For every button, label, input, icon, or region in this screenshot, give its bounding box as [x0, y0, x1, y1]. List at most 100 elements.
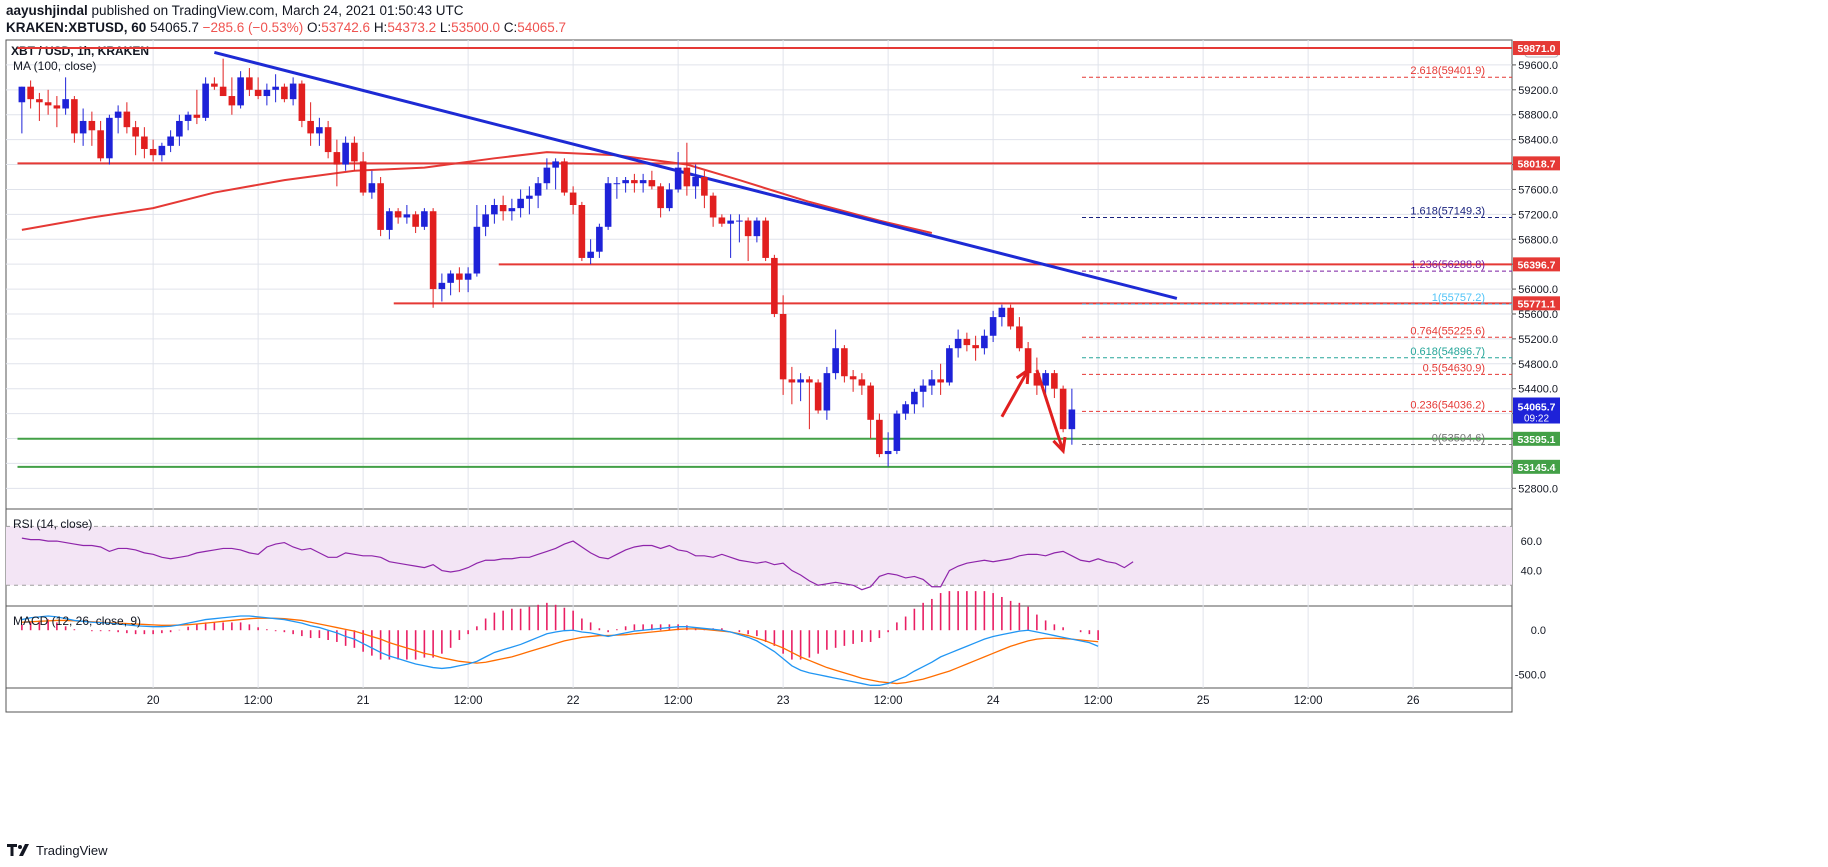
candle-body: [534, 183, 542, 196]
candle: [736, 214, 743, 243]
candle: [394, 208, 402, 224]
level-price-badge: [1513, 41, 1560, 56]
candle: [981, 329, 988, 355]
candle: [403, 205, 411, 224]
candle-body: [141, 136, 148, 149]
ohlc-low-label: L:: [439, 20, 452, 35]
candle: [316, 117, 323, 146]
candle: [62, 77, 69, 115]
candle: [237, 71, 244, 109]
candle: [1042, 370, 1049, 395]
candle-body: [701, 176, 708, 196]
header-line: aayushjindal published on TradingView.co…: [6, 3, 464, 21]
candle-body: [849, 376, 857, 380]
candle-body: [123, 111, 131, 128]
main-legend: XBT / USD, 1h, KRAKEN: [11, 44, 149, 58]
candle: [491, 198, 498, 224]
y-tick-label: 55200.0: [1518, 334, 1558, 346]
candle: [88, 111, 96, 146]
rsi-tick-label: 40.0: [1521, 566, 1542, 578]
fib-level-label: 0.764(55225.6): [1410, 325, 1485, 337]
candle-body: [604, 183, 612, 227]
ohlc-close-label: C:: [503, 20, 518, 35]
candle: [569, 186, 577, 215]
candle-body: [79, 120, 87, 134]
candle: [18, 86, 26, 134]
candle-body: [88, 120, 96, 131]
candle: [219, 58, 227, 97]
tradingview-brand[interactable]: TradingView: [36, 842, 108, 858]
fib-level-label: 1(55757.2): [1432, 292, 1485, 304]
candle: [272, 74, 279, 103]
candle: [1051, 370, 1058, 399]
candle: [246, 68, 253, 97]
candle: [622, 176, 629, 193]
level-price-badge: [1513, 459, 1560, 474]
candle-body: [639, 180, 647, 184]
candle-body: [648, 180, 656, 187]
fib-level-label: 0.618(54896.7): [1410, 346, 1485, 358]
candle-body: [587, 251, 594, 258]
candle-body: [491, 205, 498, 215]
candle: [44, 89, 52, 115]
candle-body: [351, 142, 358, 162]
candle: [841, 345, 848, 383]
candle: [298, 80, 306, 128]
x-tick-label: 26: [1407, 695, 1420, 707]
candle-body: [333, 152, 341, 165]
ohlc-high-label: H:: [373, 20, 388, 35]
arrow-shaft: [1000, 369, 1030, 418]
candle: [429, 208, 437, 308]
candle-body: [167, 136, 174, 146]
candle-body: [27, 86, 34, 100]
candle-body: [106, 117, 113, 159]
x-tick-label: 23: [777, 695, 790, 707]
candle-body: [149, 148, 157, 156]
candle-body: [394, 211, 402, 218]
level-price-label: 53145.4: [1518, 462, 1556, 474]
forecast-up-arrow: [1000, 367, 1030, 418]
candle: [482, 205, 489, 237]
candle: [596, 223, 603, 258]
candle-body: [219, 86, 227, 97]
candle-body: [622, 180, 629, 184]
level-price-label: 53595.1: [1518, 434, 1556, 446]
ohlc-open-value: 53742.6: [321, 20, 371, 35]
candle: [176, 114, 183, 146]
candle-body: [53, 105, 61, 109]
candle: [657, 183, 664, 218]
symbol[interactable]: KRAKEN:XBTUSD, 60: [6, 20, 147, 35]
candle-body: [709, 195, 717, 218]
candle: [998, 304, 1006, 327]
candle-body: [561, 161, 568, 193]
candle: [902, 401, 909, 420]
author-name[interactable]: aayushjindal: [6, 3, 88, 18]
candle-body: [989, 317, 997, 336]
tradingview-logo-icon[interactable]: [6, 843, 30, 857]
fib-level-label: 0(53504.6): [1432, 432, 1485, 444]
candle-body: [324, 127, 332, 153]
candle: [123, 102, 131, 134]
candle-body: [657, 186, 664, 209]
candle: [517, 189, 524, 218]
candle: [141, 127, 148, 159]
candle-body: [307, 120, 314, 134]
candle-body: [727, 220, 734, 224]
candle: [79, 108, 87, 146]
x-tick-label: 12:00: [1294, 695, 1323, 707]
candle: [333, 139, 341, 187]
candle-body: [254, 89, 262, 97]
candle: [718, 214, 726, 227]
candle-body: [666, 189, 673, 209]
candle: [447, 270, 454, 296]
x-tick-label: 12:00: [1084, 695, 1113, 707]
candle: [1007, 304, 1014, 330]
candle: [543, 158, 551, 190]
candle: [359, 152, 367, 196]
candle: [876, 413, 883, 458]
candle-body: [62, 99, 69, 109]
level-price-badge: [1513, 257, 1560, 272]
candle: [281, 83, 288, 103]
candle: [184, 111, 192, 131]
